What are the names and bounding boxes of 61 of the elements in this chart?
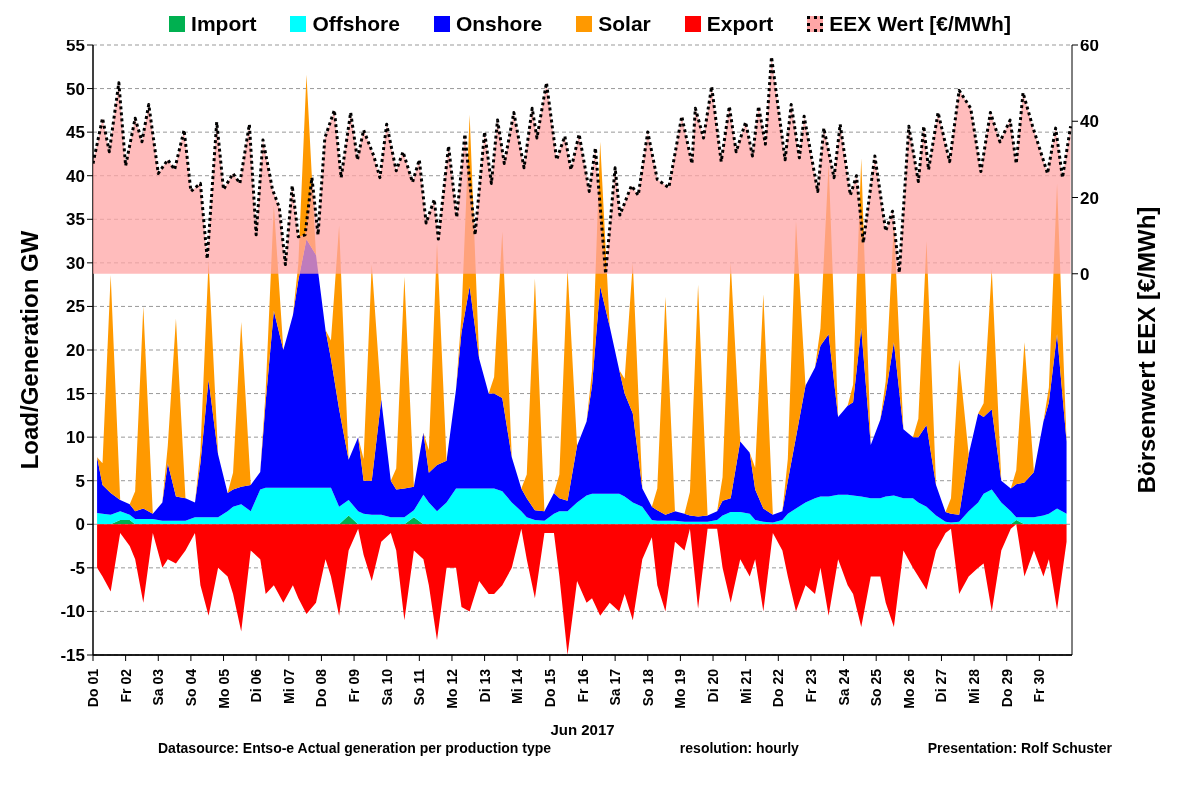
x-tick-label: Do 08	[313, 668, 330, 708]
legend-label: Onshore	[454, 12, 543, 36]
x-tick-label: Di 06	[248, 668, 265, 703]
text: Presentation: Rolf Schuster	[927, 740, 1112, 756]
y2-tick-label: 20	[1080, 188, 1099, 208]
y2-axis-title: Börsenwert EEX [€/MWh]	[1132, 206, 1160, 494]
y-tick-label: 40	[66, 166, 85, 186]
x-tick-label: So 18	[639, 668, 656, 707]
x-tick-label: Mo 12	[443, 668, 460, 709]
legend-label: Offshore	[311, 12, 400, 36]
x-tick-label: Fr 30	[1031, 668, 1048, 703]
y2-tick-label: 0	[1080, 264, 1090, 284]
x-tick-label: Fr 16	[574, 668, 591, 703]
x-tick-label: Mo 26	[900, 668, 917, 709]
y-tick-label: 45	[66, 123, 85, 143]
y-tick-label: -5	[69, 558, 85, 578]
y-tick-label: 25	[66, 297, 85, 317]
x-tick-label: Di 20	[705, 668, 722, 703]
x-tick-label: Sa 10	[378, 668, 395, 706]
x-tick-label: Do 01	[85, 668, 101, 708]
y-tick-label: 35	[66, 210, 85, 230]
y-tick-label: 5	[75, 471, 85, 491]
y-tick-label: 0	[75, 515, 85, 535]
x-tick-label: Fr 23	[802, 668, 819, 703]
x-tick-label: Mo 19	[672, 668, 689, 709]
legend-label: EEX Wert [€/MWh]	[828, 12, 1011, 36]
x-tick-label: Do 22	[770, 668, 787, 708]
y-tick-label: -15	[60, 646, 85, 666]
x-tick-label: Mi 07	[280, 668, 297, 705]
x-tick-label: Sa 17	[607, 668, 624, 706]
legend-label: Solar	[597, 12, 651, 36]
legend-label: Export	[705, 12, 774, 36]
y-tick-label: 15	[66, 384, 85, 404]
y-tick-label: 50	[66, 79, 85, 99]
x-tick-label: So 25	[868, 668, 885, 707]
x-axis-title: Jun 2017	[550, 721, 615, 738]
legend-label: Import	[190, 12, 257, 36]
x-tick-label: So 04	[182, 668, 199, 707]
x-tick-label: Do 29	[998, 668, 1015, 708]
x-tick-label: Di 13	[476, 668, 493, 703]
x-tick-label: Sa 03	[150, 668, 167, 706]
x-tick-label: Mi 28	[966, 668, 983, 705]
x-tick-label: Mi 21	[737, 668, 754, 705]
text: resolution: hourly	[679, 740, 799, 756]
x-tick-label: Mo 05	[215, 668, 232, 709]
x-tick-label: Fr 02	[117, 668, 134, 703]
y-tick-label: 55	[66, 36, 85, 56]
x-tick-label: Fr 09	[346, 668, 363, 703]
y-tick-label: 20	[66, 341, 85, 361]
x-tick-label: Do 15	[541, 668, 558, 708]
x-tick-label: Di 27	[933, 668, 950, 703]
y-tick-label: 10	[66, 428, 85, 448]
text: Datasource: Entso-e Actual generation per production type	[158, 740, 552, 756]
x-tick-label: Sa 24	[835, 668, 852, 706]
y-tick-label: -10	[60, 602, 85, 622]
y2-tick-label: 40	[1080, 112, 1099, 132]
y-tick-label: 30	[66, 253, 85, 273]
y-axis-title: Load/Generation GW	[15, 230, 43, 470]
x-tick-label: So 11	[411, 668, 428, 706]
x-tick-label: Mi 14	[509, 668, 526, 705]
y2-tick-label: 60	[1080, 36, 1099, 56]
